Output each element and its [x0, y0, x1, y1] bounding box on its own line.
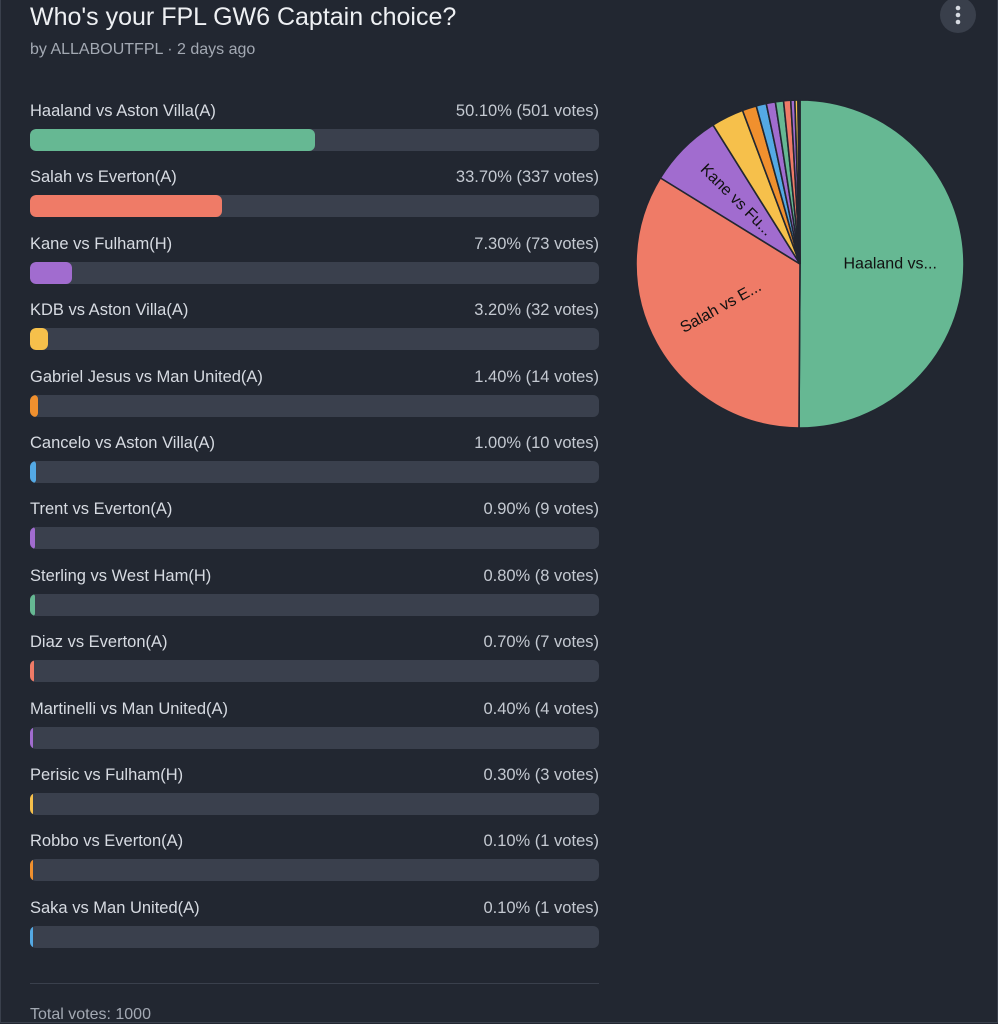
- option-result: 0.70% (7 votes): [483, 633, 599, 652]
- result-bar-fill: [30, 726, 33, 749]
- result-bar-track: [30, 328, 599, 351]
- pie-slice[interactable]: [635, 176, 801, 429]
- result-bar-track: [30, 460, 599, 483]
- result-bar-fill: [30, 129, 316, 151]
- result-bar-track: [30, 527, 599, 550]
- option-result: 0.90% (9 votes): [483, 500, 599, 519]
- result-bar-fill: [30, 394, 38, 417]
- result-bar-fill: [30, 527, 36, 550]
- option-label: Saka vs Man United(A): [30, 898, 200, 917]
- total-votes: Total votes: 1000: [30, 1006, 151, 1023]
- poll-option[interactable]: Diaz vs Everton(A) 0.70% (7 votes): [30, 631, 599, 697]
- option-result: 0.10% (1 votes): [483, 832, 599, 851]
- option-result: 0.30% (3 votes): [483, 765, 599, 784]
- result-bar-track: [30, 394, 599, 417]
- result-bar-fill: [30, 792, 33, 815]
- option-label: Perisic vs Fulham(H): [30, 765, 184, 784]
- poll-option[interactable]: Martinelli vs Man United(A) 0.40% (4 vote…: [30, 698, 599, 764]
- more-vertical-icon: [955, 5, 961, 25]
- pie-slice-label: Haaland vs...: [844, 256, 937, 273]
- poll-option[interactable]: Haaland vs Aston Villa(A) 50.10% (501 vot…: [30, 100, 599, 166]
- poll-option[interactable]: Trent vs Everton(A) 0.90% (9 votes): [30, 498, 599, 564]
- result-bar-fill: [30, 460, 36, 483]
- option-label: Sterling vs West Ham(H): [30, 566, 212, 585]
- result-bar-track: [30, 593, 599, 616]
- option-label: Salah vs Everton(A): [30, 168, 177, 187]
- result-bar-track: [30, 859, 599, 882]
- option-result: 33.70% (337 votes): [455, 168, 599, 187]
- divider: [30, 983, 599, 984]
- poll-byline: by ALLABOUTFPL · 2 days ago: [30, 41, 256, 58]
- result-bar-fill: [30, 328, 49, 351]
- result-bar-fill: [30, 859, 33, 882]
- poll-option[interactable]: Cancelo vs Aston Villa(A) 1.00% (10 votes…: [30, 432, 599, 498]
- result-bar-fill: [30, 593, 35, 616]
- poll-option[interactable]: Perisic vs Fulham(H) 0.30% (3 votes): [30, 764, 599, 830]
- poll-title: Who's your FPL GW6 Captain choice?: [30, 3, 457, 31]
- pie-slice[interactable]: [798, 99, 801, 265]
- result-bar-track: [30, 129, 599, 151]
- option-result: 50.10% (501 votes): [455, 102, 599, 120]
- option-result: 0.40% (4 votes): [483, 699, 599, 718]
- result-bar-fill: [30, 195, 222, 218]
- poll-option[interactable]: Sterling vs West Ham(H) 0.80% (8 votes): [30, 565, 599, 631]
- result-bar-track: [30, 660, 599, 683]
- result-bar-fill: [30, 925, 33, 948]
- option-result: 1.40% (14 votes): [474, 367, 599, 386]
- poll-option[interactable]: Saka vs Man United(A) 0.10% (1 votes): [30, 897, 599, 963]
- result-bar-track: [30, 792, 599, 815]
- option-label: Martinelli vs Man United(A): [30, 699, 229, 718]
- option-label: Diaz vs Everton(A): [30, 633, 168, 652]
- option-label: Robbo vs Everton(A): [30, 832, 184, 851]
- option-label: Trent vs Everton(A): [30, 500, 173, 519]
- poll-option[interactable]: Salah vs Everton(A) 33.70% (337 votes): [30, 166, 599, 232]
- poll-option[interactable]: Robbo vs Everton(A) 0.10% (1 votes): [30, 830, 599, 896]
- option-result: 3.20% (32 votes): [474, 301, 599, 320]
- option-label: Kane vs Fulham(H): [30, 234, 173, 253]
- option-result: 0.80% (8 votes): [483, 566, 599, 585]
- option-label: Gabriel Jesus vs Man United(A): [30, 367, 263, 386]
- result-bar-track: [30, 925, 599, 948]
- more-options-button[interactable]: [940, 0, 976, 33]
- results-pie-chart: Haaland vs...Salah vs E...Kane vs Fu...: [635, 99, 965, 429]
- poll-option[interactable]: Gabriel Jesus vs Man United(A) 1.40% (14 …: [30, 366, 599, 432]
- result-bar-track: [30, 726, 599, 749]
- poll-option[interactable]: KDB vs Aston Villa(A) 3.20% (32 votes): [30, 299, 599, 365]
- option-result: 7.30% (73 votes): [474, 234, 599, 253]
- result-bar-fill: [30, 261, 72, 284]
- option-result: 1.00% (10 votes): [474, 433, 599, 452]
- poll-options-list: Haaland vs Aston Villa(A) 50.10% (501 vot…: [30, 100, 599, 963]
- option-label: Cancelo vs Aston Villa(A): [30, 433, 215, 452]
- option-result: 0.10% (1 votes): [483, 898, 599, 917]
- option-label: KDB vs Aston Villa(A): [30, 301, 189, 320]
- result-bar-fill: [30, 660, 34, 683]
- result-bar-track: [30, 261, 599, 284]
- poll-option[interactable]: Kane vs Fulham(H) 7.30% (73 votes): [30, 233, 599, 299]
- result-bar-track: [30, 195, 599, 218]
- pie-slice[interactable]: [798, 99, 965, 429]
- option-label: Haaland vs Aston Villa(A): [30, 102, 216, 120]
